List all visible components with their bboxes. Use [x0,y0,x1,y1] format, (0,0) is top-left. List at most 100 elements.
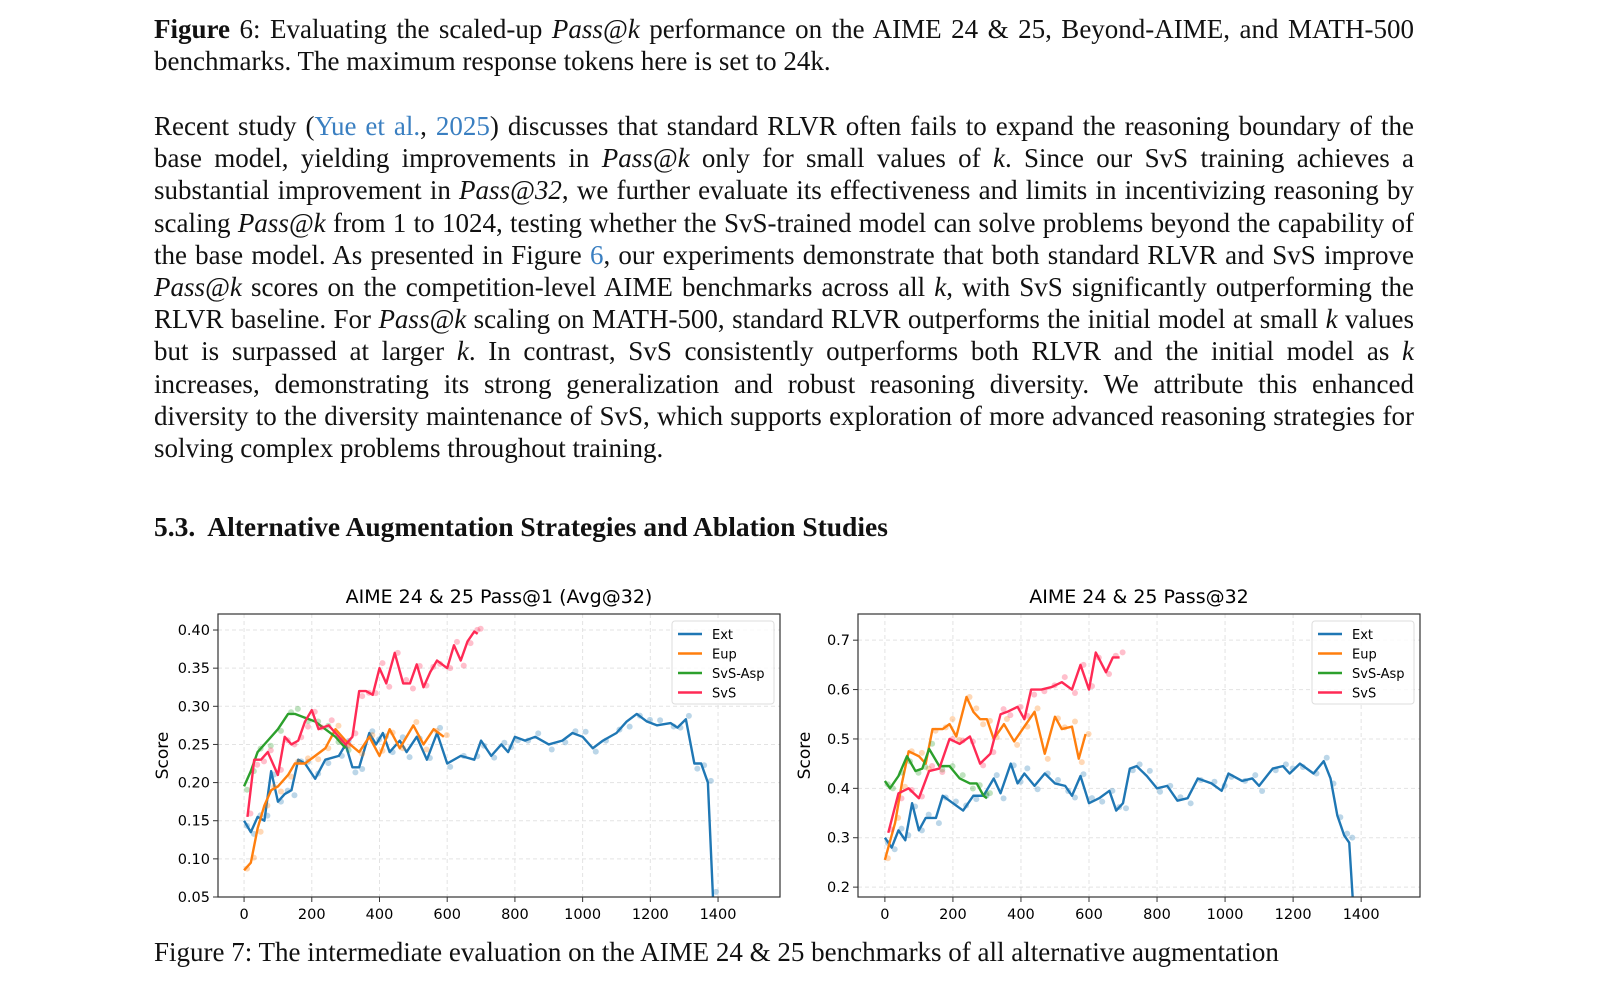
y-tick-label: 0.40 [178,623,210,639]
data-point [315,756,322,763]
y-axis-label: Score [795,732,815,780]
series-line-svs [887,651,1120,834]
x-tick-label: 0 [880,907,889,920]
data-point [257,828,264,835]
x-tick-label: 1200 [1275,907,1312,920]
data-point [254,761,261,768]
data-point [460,662,467,669]
data-point [443,732,450,739]
x-tick-label: 200 [939,907,967,920]
data-point [1146,767,1153,774]
data-point [423,746,430,753]
data-point [267,747,274,754]
data-point [707,777,714,784]
data-point [491,754,498,761]
y-axis-label: Score [153,732,173,780]
y-tick-label: 0.6 [827,683,850,699]
text-segment: scaling on MATH-500, standard RLVR outpe… [466,304,1326,335]
data-point [956,736,963,743]
legend-label: Eup [712,648,737,663]
data-point [1187,800,1194,807]
data-point [986,790,993,797]
data-point [267,742,274,749]
text-segment: only for small values of [689,143,993,174]
series-line-eup [883,695,1087,861]
series-ext-group [243,712,719,897]
data-point [453,638,460,645]
data-point [1099,798,1106,805]
text-segment: k [1325,304,1338,335]
data-point [1014,741,1021,748]
series-svs-group [887,649,1126,834]
data-point [437,724,444,731]
text-segment: . Since our SvS training achieves a subs… [154,143,1414,206]
y-tick-label: 0.2 [827,880,850,896]
data-point [918,749,925,756]
x-tick-label: 1400 [700,907,737,920]
series-line-ext [243,712,715,897]
series-svs-asp-group [883,740,993,800]
text-segment: Pass@k [378,304,467,335]
data-point [328,717,335,724]
data-point [1252,772,1259,779]
section-number: 5.3. [154,511,196,542]
data-point [1071,718,1078,725]
series-svs-group [246,625,484,818]
data-point [898,825,905,832]
text-segment: , with SvS significantly outperforming t… [154,272,1414,335]
text-segment: k [934,272,947,303]
data-point [1080,771,1087,778]
citation-link[interactable]: 2025 [435,111,490,141]
data-point [1353,897,1359,903]
data-point [501,739,508,746]
data-point [277,727,284,734]
series-line-svs-asp [883,747,988,800]
data-point [277,788,284,795]
data-point [973,705,980,712]
data-point [959,772,966,779]
text-segment: scores on the competition-level AIME ben… [241,272,935,303]
data-point [359,693,366,700]
data-point [352,769,359,776]
plot-frame [217,613,781,898]
data-point [973,796,980,803]
legend-label: SvS-Asp [1352,667,1405,682]
y-tick-label: 0.7 [827,633,850,649]
data-point [1061,674,1068,681]
legend-box [1311,620,1415,705]
data-point [1259,787,1266,794]
data-point [949,716,956,723]
series-ext-group [883,754,1359,903]
y-tick-label: 0.05 [178,890,210,906]
x-tick-label: 200 [298,907,326,920]
x-tick-label: 1200 [632,907,669,920]
x-tick-label: 400 [1007,907,1035,920]
citation-link[interactable]: 6 [589,239,604,270]
citation-link[interactable]: Yue et al. [314,111,421,141]
text-segment: , our experiments demonstrate that both … [603,239,1414,270]
legend-label: SvS [1352,687,1376,702]
data-point [939,768,946,775]
data-point [477,625,484,632]
text-segment: Figure [154,14,230,44]
data-point [379,660,386,667]
text-segment: k [456,336,469,367]
data-point [1024,765,1031,772]
text-segment: , [420,111,436,141]
section-heading: 5.3. Alternative Augmentation Strategies … [154,511,888,543]
data-point [1054,777,1061,784]
data-point [1071,689,1078,696]
data-point [409,685,416,692]
data-point [291,792,298,799]
data-point [657,717,664,724]
data-point [403,677,410,684]
data-point [359,766,366,773]
series-line-svs [246,630,479,818]
data-point [1349,834,1356,841]
data-point [969,785,976,792]
data-point [694,765,701,772]
text-segment: 6: Evaluating the scaled-up [230,14,552,44]
series-line-eup [243,724,445,872]
data-point [260,758,267,765]
text-segment: Recent study ( [154,111,315,141]
